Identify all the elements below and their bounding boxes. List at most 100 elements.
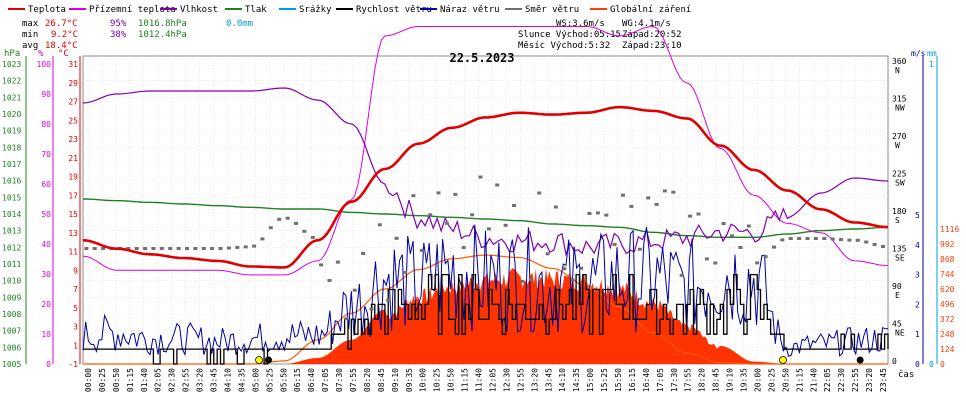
x-tick-label: 16:40 <box>642 368 651 392</box>
wind-direction-mark <box>704 257 709 261</box>
direction-tick-name: N <box>895 66 900 75</box>
radiation-tick-label: 496 <box>940 300 955 309</box>
legend-label-1: Přízemní teplota <box>89 5 176 15</box>
x-tick-label: 04:10 <box>223 368 232 392</box>
direction-tick-name: E <box>895 291 900 300</box>
radiation-tick-label: 620 <box>940 285 955 294</box>
sunset-marker <box>779 356 787 364</box>
x-tick-label: 07:05 <box>321 368 330 392</box>
wind-tick-label: 3 <box>915 271 920 280</box>
wind-direction-mark <box>755 261 760 265</box>
wind-direction-mark <box>629 204 634 208</box>
chart-title: 22.5.2023 <box>449 51 514 65</box>
x-tick-label: 14:35 <box>572 368 581 392</box>
wind-direction-mark <box>386 298 391 302</box>
info-sun-set: Západ:20:52 <box>622 30 682 40</box>
chart-legend: Teplota Přízemní teplota Vlhkost Tlak Srážky… <box>8 5 691 15</box>
pressure-tick-label: 1016 <box>2 177 21 186</box>
info-sun: Slunce Východ:05:15 <box>518 30 621 40</box>
plot-area <box>82 25 889 365</box>
direction-tick-label: 225 <box>892 170 907 179</box>
humidity-tick-label: 60 <box>41 180 51 189</box>
wind-direction-mark <box>813 237 818 240</box>
pressure-tick-label: 1009 <box>2 293 21 302</box>
x-tick-label: 14:10 <box>558 368 567 392</box>
x-tick-label: 19:10 <box>726 368 735 392</box>
pressure-tick-label: 1012 <box>2 243 21 252</box>
wind-direction-mark <box>780 238 785 242</box>
radiation-tick-label: 1116 <box>940 225 959 234</box>
temperature-tick-label: 5 <box>73 304 78 313</box>
x-tick-label: 20:00 <box>753 368 762 392</box>
temperature-tick-label: 15 <box>68 210 78 219</box>
x-tick-label: 09:10 <box>391 368 400 392</box>
wind-direction-mark <box>872 243 877 246</box>
wind-direction-mark <box>235 245 240 249</box>
wind-direction-mark <box>662 189 667 193</box>
wind-direction-mark <box>621 193 625 197</box>
pressure-tick-label: 1010 <box>2 277 21 286</box>
wind-direction-mark <box>302 229 307 233</box>
stat-max-label: max <box>22 19 39 29</box>
info-moon-set: Západ:23:10 <box>622 41 682 51</box>
x-tick-label: 17:05 <box>656 368 665 392</box>
wind-direction-mark <box>285 216 290 220</box>
humidity-line <box>82 87 889 257</box>
x-tick-label: 10:50 <box>447 368 456 392</box>
x-tick-label: 01:40 <box>140 368 149 392</box>
wind-tick-label: 2 <box>915 300 920 309</box>
wind-direction-mark <box>101 247 106 250</box>
pressure-tick-label: 1008 <box>2 310 21 319</box>
x-tick-label: 05:00 <box>251 368 260 392</box>
radiation-area <box>83 268 888 364</box>
moonrise-marker <box>264 356 272 364</box>
wind-direction-mark <box>453 192 458 196</box>
x-tick-label: 23:45 <box>879 368 888 392</box>
wind-direction-mark <box>126 247 131 250</box>
x-tick-label: 06:40 <box>307 368 316 392</box>
x-tick-label: 07:55 <box>349 368 358 392</box>
ground-temperature-line <box>82 25 889 276</box>
x-tick-label: 17:30 <box>670 368 679 392</box>
radiation-tick-label: 868 <box>940 255 955 264</box>
pressure-tick-label: 1021 <box>2 93 21 102</box>
wind-direction-mark <box>92 247 97 250</box>
wind-direction-mark <box>134 247 139 250</box>
wind-direction-mark <box>411 194 416 198</box>
x-tick-label: 02:05 <box>154 368 163 392</box>
temperature-tick-label: -1 <box>68 360 78 369</box>
x-tick-label: 00:25 <box>98 368 107 392</box>
direction-tick-label: 135 <box>892 245 907 254</box>
wind-direction-mark <box>478 175 483 179</box>
x-tick-label: 01:15 <box>126 368 135 392</box>
wind-direction-mark <box>193 247 198 250</box>
x-tick-label: 02:30 <box>168 368 177 392</box>
x-tick-label: 07:30 <box>335 368 344 392</box>
humidity-tick-label: 90 <box>41 90 51 99</box>
x-tick-label: 21:40 <box>809 368 818 392</box>
wind-direction-mark <box>344 317 349 321</box>
wind-direction-mark <box>260 237 265 241</box>
x-tick-label: 13:20 <box>530 368 539 392</box>
radiation-tick-label: 0 <box>940 360 945 369</box>
stat-min-press: 1012.4hPa <box>138 30 187 40</box>
legend-label-5: Rychlost větru <box>356 5 432 15</box>
wind-tick-label: 1 <box>915 330 920 339</box>
radiation-tick-label: 248 <box>940 330 955 339</box>
wind-direction-mark <box>168 247 173 250</box>
wind-direction-mark <box>159 247 164 250</box>
direction-tick-name: S <box>895 216 900 225</box>
x-tick-label: 09:35 <box>405 368 414 392</box>
pressure-axis-unit: hPa <box>4 49 20 59</box>
wind-direction-mark <box>520 279 525 283</box>
legend-label-0: Teplota <box>28 5 66 15</box>
wind-direction-mark <box>470 213 475 217</box>
wind-direction-mark <box>151 247 156 250</box>
direction-tick-label: 45 <box>892 320 902 329</box>
wind-direction-mark <box>545 252 550 256</box>
wind-direction-mark <box>436 191 441 195</box>
moonset-marker <box>856 356 864 364</box>
legend-label-7: Směr větru <box>525 5 579 15</box>
x-tick-label: 03:45 <box>210 368 219 392</box>
wind-direction-mark <box>218 247 223 250</box>
